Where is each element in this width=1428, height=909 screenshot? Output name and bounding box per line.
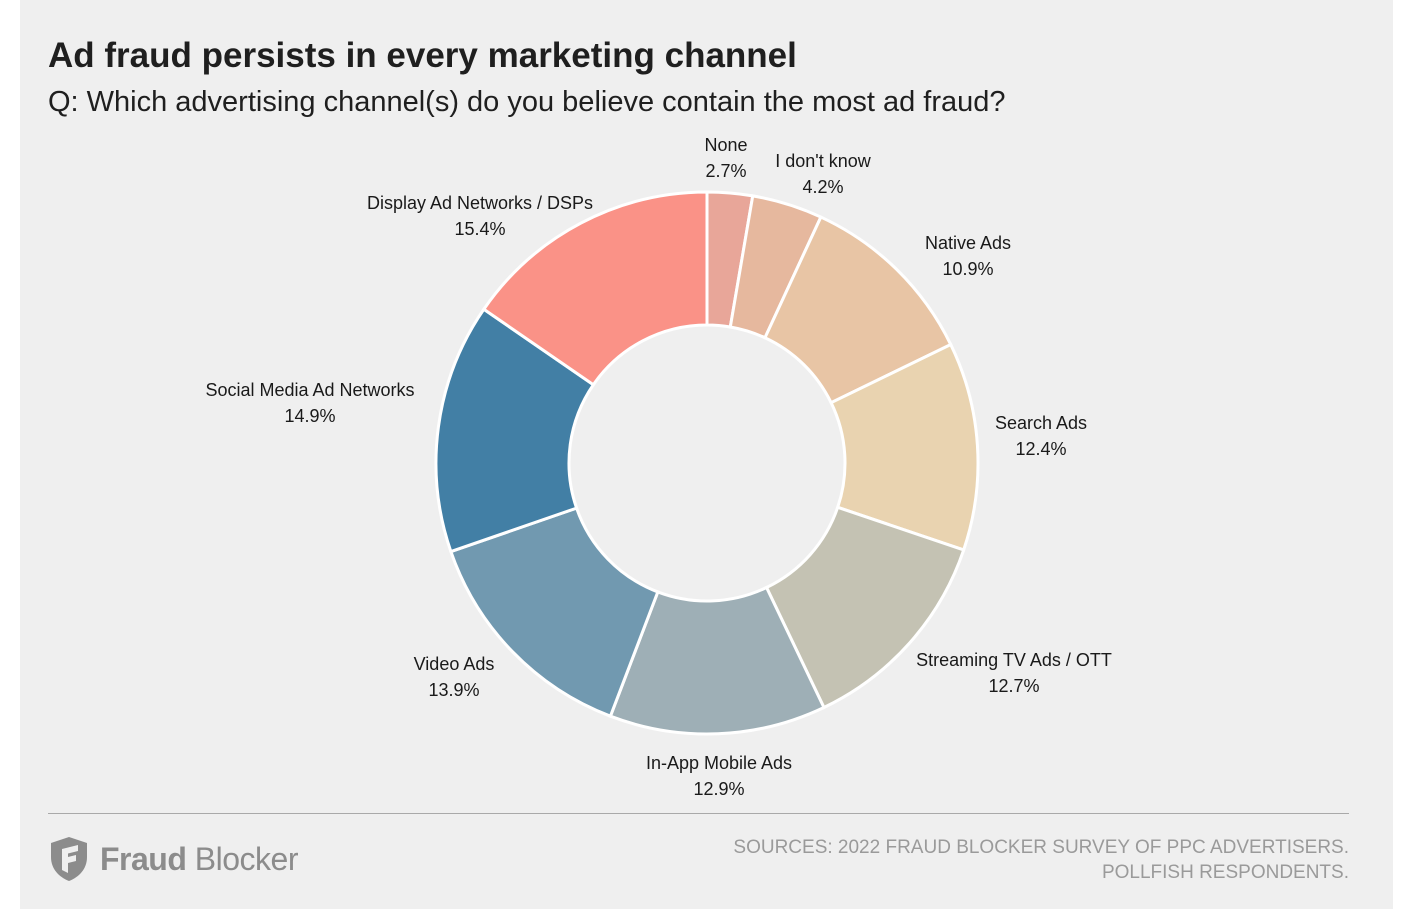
sources-line-2: POLLFISH RESPONDENTS. — [1101, 862, 1349, 883]
brand-name-bold: Fraud — [100, 840, 187, 877]
slice-label: Display Ad Networks / DSPs — [367, 193, 593, 213]
slice-label: Video Ads — [414, 654, 495, 674]
slice-value-label: 14.9% — [284, 406, 335, 426]
footer-divider — [48, 813, 1349, 814]
slice-label: Native Ads — [925, 233, 1011, 253]
slice-label: None — [704, 135, 747, 155]
slice-value-label: 12.9% — [693, 779, 744, 799]
brand-name: Fraud Blocker — [100, 841, 298, 878]
donut-slice-video-ads — [448, 506, 660, 719]
slice-label: Social Media Ad Networks — [205, 380, 414, 400]
shield-icon — [51, 837, 87, 881]
chart-panel — [20, 0, 1393, 909]
chart-subtitle: Q: Which advertising channel(s) do you b… — [48, 86, 1006, 118]
slice-label: I don't know — [775, 151, 871, 171]
brand-logo: Fraud Blocker — [48, 835, 298, 883]
slice-value-label: 12.4% — [1015, 439, 1066, 459]
slice-value-label: 2.7% — [705, 161, 746, 181]
slice-value-label: 12.7% — [988, 676, 1039, 696]
donut-slice-in-app-mobile-ads — [608, 585, 826, 736]
slice-label: Search Ads — [995, 413, 1087, 433]
slice-value-label: 15.4% — [454, 219, 505, 239]
donut-slice-display-ad-networks-dsps — [481, 190, 709, 387]
donut-slice-search-ads — [829, 342, 980, 552]
sources-line-1: SOURCES: 2022 FRAUD BLOCKER SURVEY OF PP… — [733, 837, 1349, 858]
slice-value-label: 13.9% — [428, 680, 479, 700]
brand-name-light: Blocker — [194, 840, 299, 877]
chart-title: Ad fraud persists in every marketing cha… — [48, 36, 797, 75]
donut-slice-social-media-ad-networks — [434, 307, 596, 554]
sources-note: SOURCES: 2022 FRAUD BLOCKER SURVEY OF PP… — [733, 835, 1349, 885]
slice-value-label: 10.9% — [942, 259, 993, 279]
slice-label: In-App Mobile Ads — [646, 753, 792, 773]
slice-label: Streaming TV Ads / OTT — [916, 650, 1112, 670]
slice-value-label: 4.2% — [802, 177, 843, 197]
